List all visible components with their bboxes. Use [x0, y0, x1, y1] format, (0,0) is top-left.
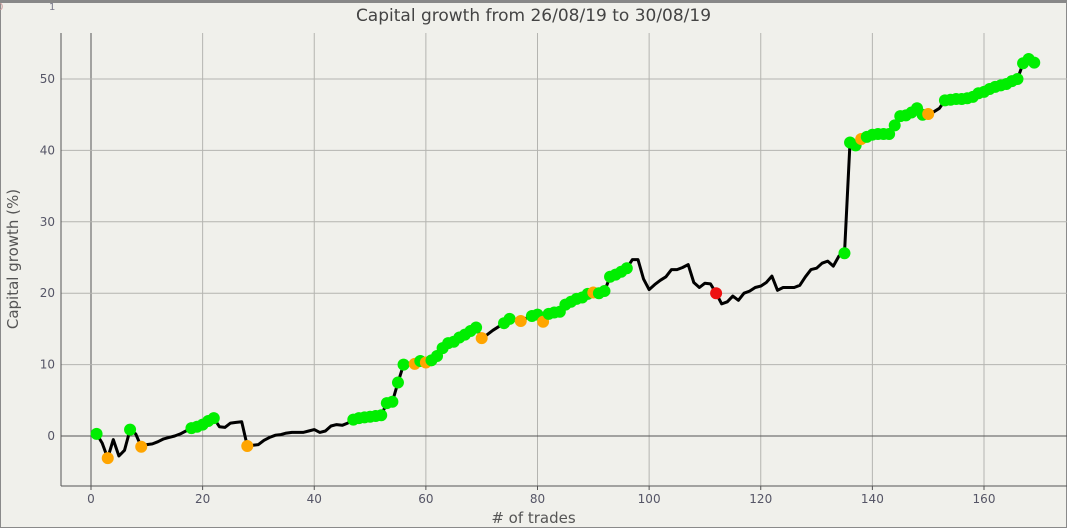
y-tick-label: 50 — [40, 72, 55, 86]
win-marker — [90, 427, 103, 440]
win-marker — [391, 376, 404, 389]
x-axis-label: # of trades — [491, 509, 576, 527]
x-tick-label: 140 — [861, 492, 884, 506]
x-tick-label: 20 — [195, 492, 210, 506]
win-marker — [1011, 73, 1024, 85]
x-tick-label: 0 — [87, 492, 95, 506]
win-marker — [375, 409, 388, 422]
corner-label-0: 0 — [0, 2, 4, 13]
win-marker — [598, 285, 611, 298]
win-marker — [1028, 56, 1041, 69]
win-marker — [503, 312, 516, 325]
y-tick-label: 30 — [40, 215, 55, 229]
small-loss-marker — [101, 452, 114, 465]
chart-title: Capital growth from 26/08/19 to 30/08/19 — [355, 6, 712, 26]
small-loss-marker — [922, 107, 935, 120]
small-loss-marker — [135, 440, 148, 453]
win-marker — [883, 127, 896, 140]
win-marker — [888, 119, 901, 132]
win-marker — [207, 412, 220, 425]
capital-growth-line — [95, 57, 1036, 460]
win-marker — [838, 247, 851, 260]
win-marker — [124, 423, 137, 436]
win-marker — [397, 358, 410, 371]
x-tick-label: 80 — [530, 492, 545, 506]
x-tick-label: 120 — [749, 492, 772, 506]
small-loss-marker — [475, 332, 488, 345]
win-marker — [620, 262, 633, 275]
y-tick-label: 40 — [40, 143, 55, 157]
win-marker — [470, 321, 483, 334]
x-tick-label: 100 — [638, 492, 661, 506]
small-loss-marker — [241, 439, 254, 452]
y-tick-label: 10 — [40, 358, 55, 372]
corner-label-1: 1 — [49, 2, 56, 13]
y-tick-label: 0 — [47, 429, 55, 443]
x-tick-label: 160 — [973, 492, 996, 506]
win-marker — [386, 395, 399, 408]
x-tick-label: 40 — [307, 492, 322, 506]
x-tick-label: 60 — [418, 492, 433, 506]
y-tick-label: 20 — [40, 286, 55, 300]
small-loss-marker — [514, 315, 527, 328]
loss-marker — [710, 287, 723, 300]
